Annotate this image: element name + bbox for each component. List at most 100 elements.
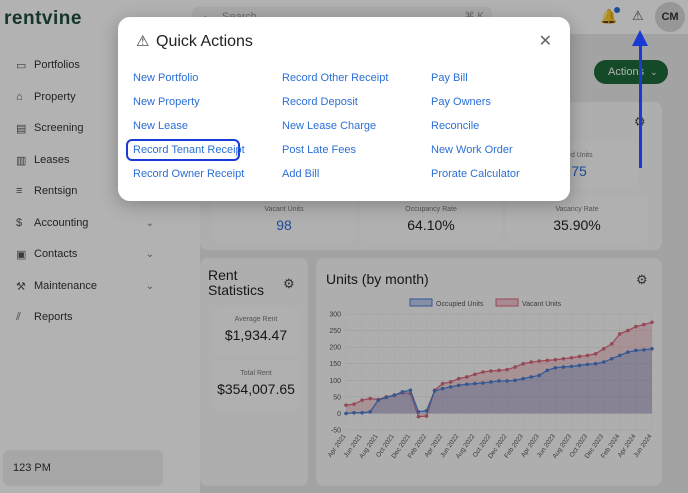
prorate-calculator-link[interactable]: Prorate Calculator [431, 168, 520, 180]
stat-label: Total Rent [240, 370, 272, 377]
sidebar-item-label: Rentsign [34, 185, 78, 197]
chevron-down-icon: ⌄ [650, 66, 658, 77]
data-point [489, 380, 493, 384]
record-deposit-link[interactable]: Record Deposit [282, 96, 358, 108]
data-point [634, 348, 638, 353]
sidebar-item-portfolios[interactable]: ▭ Portfolios [16, 53, 166, 77]
data-point [561, 365, 566, 369]
legend-swatch [409, 298, 433, 307]
data-point [537, 359, 542, 363]
sidebar-item-label: Reports [34, 311, 73, 323]
data-point [424, 414, 429, 418]
data-point [601, 360, 606, 364]
data-point [352, 402, 356, 406]
record-tenant-receipt-link[interactable]: Record Tenant Receipt [133, 144, 245, 156]
new-lease-link[interactable]: New Lease [133, 120, 189, 132]
data-point [481, 381, 485, 385]
stat-occupied: ied Units 75 [520, 152, 638, 179]
sidebar-item-rentsign[interactable]: ≡ Rentsign [16, 179, 166, 203]
data-point [569, 355, 574, 360]
sidebar-item-label: Contacts [34, 248, 78, 260]
stat-average-rent: Average Rent $1,934.47 [208, 316, 304, 343]
pay-bill-link[interactable]: Pay Bill [431, 72, 468, 84]
data-point [505, 367, 509, 372]
post-late-fees-link[interactable]: Post Late Fees [282, 144, 356, 156]
y-tick-label: 100 [329, 378, 341, 385]
sidebar-item-property[interactable]: ⌂ Property [16, 85, 166, 109]
add-bill-link[interactable]: Add Bill [282, 168, 320, 180]
units-chart-title: Units (by month) [326, 271, 429, 287]
stat-vacant-units: Vacant Units 98 [212, 206, 356, 233]
data-point [432, 389, 437, 393]
data-point [650, 320, 654, 325]
rocket-icon: ⚠ [136, 33, 150, 50]
data-point [609, 342, 614, 346]
stat-value[interactable]: 98 [276, 217, 292, 233]
gear-icon[interactable]: ⚙ [283, 276, 295, 291]
app-logo[interactable]: rentvine [4, 8, 82, 29]
notification-dot [614, 7, 621, 13]
sidebar-item-label: Maintenance [34, 280, 97, 292]
new-property-link[interactable]: New Property [133, 96, 200, 108]
data-point [561, 356, 566, 361]
data-point [360, 398, 364, 402]
close-icon[interactable]: ✕ [538, 33, 552, 50]
rocket-icon[interactable]: ⚠ [632, 8, 644, 23]
wrench-icon: ⚒ [16, 280, 26, 293]
stat-total-rent: Total Rent $354,007.65 [208, 370, 304, 397]
stat-value: $1,934.47 [224, 327, 288, 343]
sidebar-item-contacts[interactable]: ▣ Contacts ⌄ [16, 242, 166, 266]
sidebar-item-maintenance[interactable]: ⚒ Maintenance ⌄ [16, 274, 166, 298]
gear-icon[interactable]: ⚙ [636, 272, 648, 287]
avatar[interactable]: CM [655, 2, 685, 32]
sidebar-item-accounting[interactable]: $ Accounting ⌄ [16, 211, 166, 235]
data-point [416, 409, 421, 414]
data-point [464, 375, 469, 379]
record-other-receipt-link[interactable]: Record Other Receipt [282, 72, 389, 84]
quick-actions-modal: ⚠ Quick Actions ✕ New Portfolio New Prop… [118, 17, 570, 201]
sidebar-item-screening[interactable]: ▤ Screening [16, 116, 166, 140]
y-tick-label: 250 [329, 328, 341, 335]
data-point [626, 328, 630, 333]
record-owner-receipt-link[interactable]: Record Owner Receipt [133, 168, 245, 180]
sidebar-item-reports[interactable]: ⫽ Reports [16, 305, 166, 329]
data-point [497, 368, 501, 373]
data-point [505, 379, 509, 383]
new-work-order-link[interactable]: New Work Order [431, 144, 513, 156]
chevron-down-icon: ⌄ [145, 217, 154, 229]
data-point [456, 376, 461, 381]
reconcile-link[interactable]: Reconcile [431, 120, 480, 132]
signature-icon: ≡ [16, 185, 23, 197]
data-point [489, 369, 493, 373]
data-point [577, 354, 582, 359]
stat-label: ied Units [565, 152, 593, 159]
data-point [424, 408, 429, 413]
new-portfolio-link[interactable]: New Portfolio [133, 72, 199, 84]
bell-icon[interactable]: 🔔 [600, 7, 621, 25]
highlight-box [126, 139, 240, 161]
actions-button[interactable]: Actions ⌄ [594, 60, 668, 84]
data-point [352, 410, 356, 415]
stat-value: $354,007.65 [217, 381, 295, 397]
data-point [513, 365, 517, 369]
annotation-arrow-head [632, 30, 648, 46]
rent-statistics-title: Rent Statistics [208, 267, 265, 298]
y-tick-label: 150 [329, 361, 341, 368]
data-point [650, 347, 654, 351]
data-point [521, 361, 525, 366]
legend-label: Vacant Units [522, 301, 562, 308]
data-point [360, 410, 364, 415]
new-lease-charge-link[interactable]: New Lease Charge [282, 120, 377, 132]
stat-value[interactable]: 75 [571, 163, 587, 179]
sidebar-item-leases[interactable]: ▥ Leases [16, 148, 166, 172]
stat-vacancy-rate: Vacancy Rate 35.90% [506, 206, 648, 233]
pay-owners-link[interactable]: Pay Owners [431, 96, 491, 108]
search-shortcut: ⌘ K [465, 11, 484, 22]
data-point [642, 347, 646, 352]
legend-swatch [495, 298, 519, 307]
data-point [384, 395, 389, 400]
modal-title: Quick Actions [156, 33, 253, 50]
y-tick-label: 0 [337, 411, 341, 418]
data-point [617, 332, 622, 336]
chevron-down-icon: ⌄ [145, 248, 154, 260]
